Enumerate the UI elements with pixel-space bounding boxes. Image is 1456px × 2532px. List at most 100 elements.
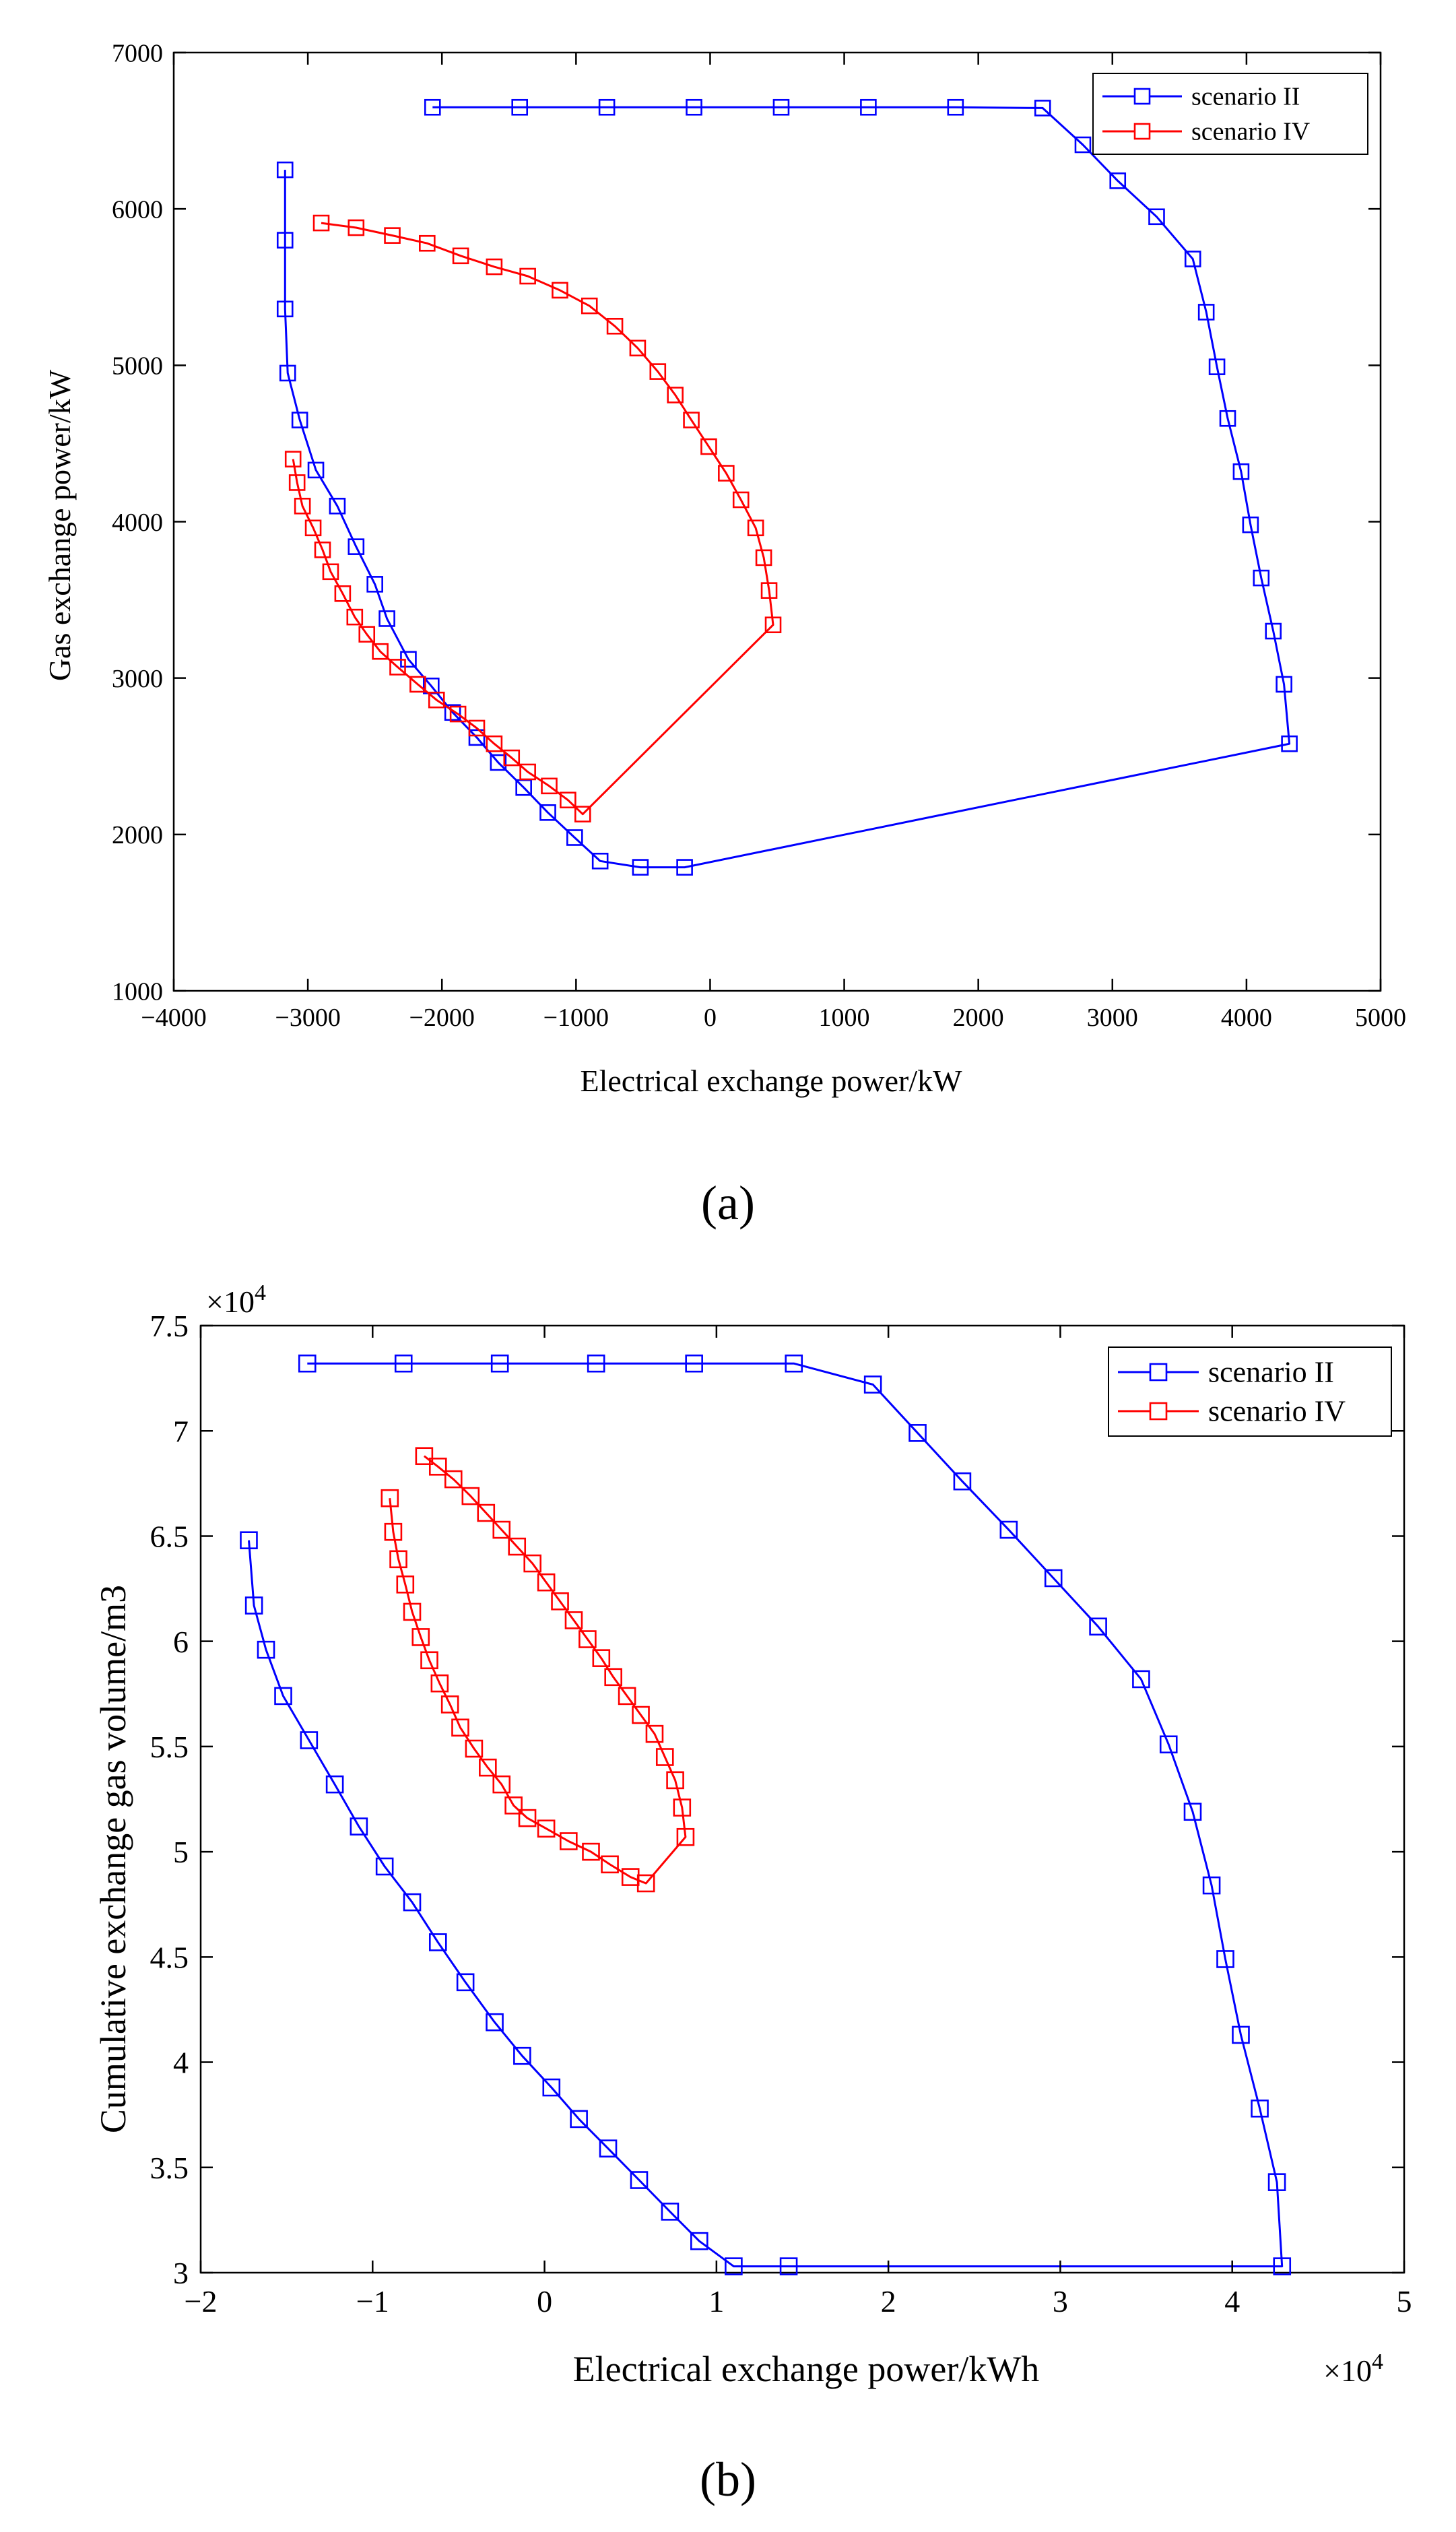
x-tick-label-a: −2000 [409, 1004, 475, 1032]
chart-panel-b: −2 −1 0 1 2 3 4 5 3 3.5 4 4.5 5 5.5 6 6.5 7 7.5 Electrica… [93, 1280, 1412, 2506]
legend-marker-b [1149, 1402, 1168, 1421]
data-point-scenario-ii-b [953, 1472, 972, 1491]
data-point-scenario-ii-a [1232, 463, 1250, 480]
data-point-scenario-iv-b [632, 1706, 650, 1724]
x-multiplier-base-b: ×10 [1323, 2354, 1372, 2388]
data-point-scenario-ii-b [779, 2257, 798, 2275]
data-point-scenario-iv-a [700, 438, 717, 455]
data-point-scenario-ii-a [1219, 410, 1236, 427]
y-tick-label-b: 6.5 [150, 1520, 189, 1554]
data-point-scenario-ii-a [1253, 569, 1270, 587]
data-point-scenario-ii-b [1159, 1735, 1178, 1754]
data-point-scenario-ii-a [598, 98, 616, 116]
x-tick-label-a: 4000 [1221, 1004, 1272, 1032]
x-tick-label-b: 3 [1053, 2284, 1068, 2318]
data-point-scenario-iv-a [294, 497, 311, 515]
data-point-scenario-iv-b [551, 1592, 569, 1611]
y-multiplier-b: ×104 [206, 1280, 266, 1319]
data-point-scenario-iv-a [683, 412, 700, 428]
data-point-scenario-ii-b [274, 1687, 292, 1706]
data-point-scenario-iv-a [649, 363, 667, 380]
x-tick-label-a: −1000 [543, 1004, 609, 1032]
data-point-scenario-iv-b [604, 1668, 622, 1687]
data-point-scenario-iv-b [537, 1819, 556, 1838]
legend-label-a: scenario II [1191, 83, 1300, 111]
y-axis-label-a: Gas exchange power/kW [42, 369, 77, 681]
data-point-scenario-ii-b [785, 1354, 803, 1373]
data-point-scenario-iv-b [504, 1796, 523, 1815]
y-tick-label-a: 6000 [112, 195, 163, 224]
data-point-scenario-ii-b [394, 1354, 413, 1373]
data-point-scenario-ii-a [860, 98, 877, 116]
legend-marker-a [1133, 88, 1151, 105]
x-axis-label-b: Electrical exchange power/kWh [573, 2349, 1040, 2389]
data-point-scenario-ii-a [1034, 100, 1051, 117]
data-point-scenario-ii-b [570, 2110, 588, 2129]
y-multiplier-exp-b: 4 [255, 1280, 266, 1305]
legend-label-a: scenario IV [1191, 118, 1311, 146]
data-point-scenario-ii-b [1183, 1803, 1202, 1821]
data-point-scenario-ii-b [490, 1354, 509, 1373]
data-point-scenario-iv-b [655, 1748, 674, 1766]
data-point-scenario-iv-a [312, 214, 330, 232]
data-point-scenario-ii-b [375, 1857, 394, 1876]
y-tick-label-b: 4 [173, 2046, 189, 2080]
x-multiplier-b: ×104 [1323, 2349, 1383, 2388]
data-point-scenario-ii-b [1202, 1876, 1221, 1895]
data-point-scenario-iv-b [411, 1628, 430, 1646]
data-point-scenario-iv-a [409, 676, 426, 693]
data-point-scenario-iv-a [552, 282, 568, 299]
data-point-scenario-ii-a [539, 804, 556, 821]
data-point-scenario-ii-a [1265, 622, 1282, 640]
data-point-scenario-ii-b [863, 1375, 882, 1394]
data-point-scenario-iv-b [523, 1554, 542, 1573]
y-tick-label-b: 5.5 [150, 1730, 189, 1764]
data-point-scenario-iv-a [732, 491, 750, 509]
y-tick-label-a: 3000 [112, 665, 163, 693]
data-point-scenario-ii-a [1109, 172, 1127, 189]
y-tick-label-b: 3 [173, 2256, 189, 2290]
data-point-scenario-iv-b [465, 1739, 484, 1758]
data-point-scenario-ii-a [511, 98, 529, 116]
legend-box-b [1108, 1346, 1392, 1437]
x-tick-label-b: −2 [185, 2284, 218, 2318]
data-point-scenario-iv-b [560, 1832, 578, 1850]
data-point-scenario-ii-a [424, 98, 441, 116]
y-tick-label-a: 2000 [112, 821, 163, 849]
data-point-scenario-ii-b [661, 2203, 680, 2221]
x-tick-label-a: 1000 [819, 1004, 870, 1032]
data-point-scenario-iv-b [592, 1649, 611, 1667]
data-point-scenario-iv-a [372, 643, 389, 660]
data-point-scenario-iv-a [486, 735, 503, 752]
data-point-scenario-iv-a [541, 777, 558, 795]
data-point-scenario-iv-a [384, 227, 401, 244]
data-point-scenario-ii-b [403, 1893, 422, 1912]
data-point-scenario-iv-a [747, 519, 764, 537]
x-tick-label-a: −3000 [275, 1004, 340, 1032]
data-point-scenario-iv-b [676, 1827, 695, 1846]
data-point-scenario-ii-a [307, 461, 325, 479]
data-point-scenario-iv-b [415, 1447, 434, 1466]
data-point-scenario-ii-b [542, 2078, 561, 2097]
data-point-scenario-ii-b [486, 2013, 504, 2032]
legend-label-b: scenario IV [1208, 1395, 1346, 1428]
data-point-scenario-ii-b [257, 1640, 275, 1659]
x-tick-label-b: 4 [1224, 2284, 1240, 2318]
series-line-scenario-iv-b [389, 1455, 687, 1885]
data-point-scenario-ii-b [325, 1775, 344, 1794]
x-tick-label-b: 5 [1397, 2284, 1412, 2318]
y-tick-label-b: 6 [173, 1625, 189, 1659]
data-point-scenario-iv-a [389, 659, 406, 676]
data-point-scenario-iv-b [461, 1487, 480, 1505]
data-point-scenario-iv-b [492, 1775, 511, 1794]
data-point-scenario-ii-a [276, 232, 294, 249]
y-tick-label-b: 5 [173, 1835, 189, 1869]
data-point-scenario-iv-a [428, 691, 445, 709]
y-tick-label-a: 4000 [112, 509, 163, 537]
data-point-scenario-iv-a [629, 339, 647, 357]
data-point-scenario-ii-a [1074, 136, 1092, 154]
data-point-scenario-ii-b [513, 2046, 531, 2065]
legend-label-b: scenario II [1208, 1356, 1334, 1389]
y-tick-label-a: 1000 [112, 977, 163, 1006]
